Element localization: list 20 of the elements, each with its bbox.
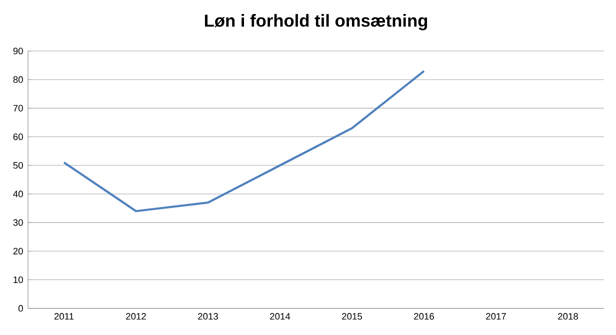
y-tick-label: 80 xyxy=(13,76,23,83)
y-tick-label: 70 xyxy=(13,104,23,112)
x-tick-label: 2017 xyxy=(486,313,506,320)
x-tick-label: 2013 xyxy=(198,313,218,320)
x-tick-label: 2016 xyxy=(414,313,434,320)
y-tick-label: 50 xyxy=(13,162,23,169)
chart-title: Løn i forhold til omsætning xyxy=(204,14,428,30)
y-tick-label: 60 xyxy=(13,133,23,140)
y-tick-label: 40 xyxy=(13,190,23,198)
y-tick-label: 0 xyxy=(18,305,23,312)
x-tick-label: 2015 xyxy=(342,313,362,320)
x-tick-label: 2018 xyxy=(558,313,578,320)
y-tick-label: 10 xyxy=(14,276,23,284)
line-series xyxy=(62,70,426,212)
y-tick-label: 20 xyxy=(13,248,23,254)
x-tick-label: 2011 xyxy=(54,313,74,320)
y-tick-label: 30 xyxy=(13,219,23,226)
x-tick-label: 2012 xyxy=(126,313,146,320)
x-tick-label: 2014 xyxy=(270,313,290,320)
y-tick-label: 90 xyxy=(13,48,23,54)
